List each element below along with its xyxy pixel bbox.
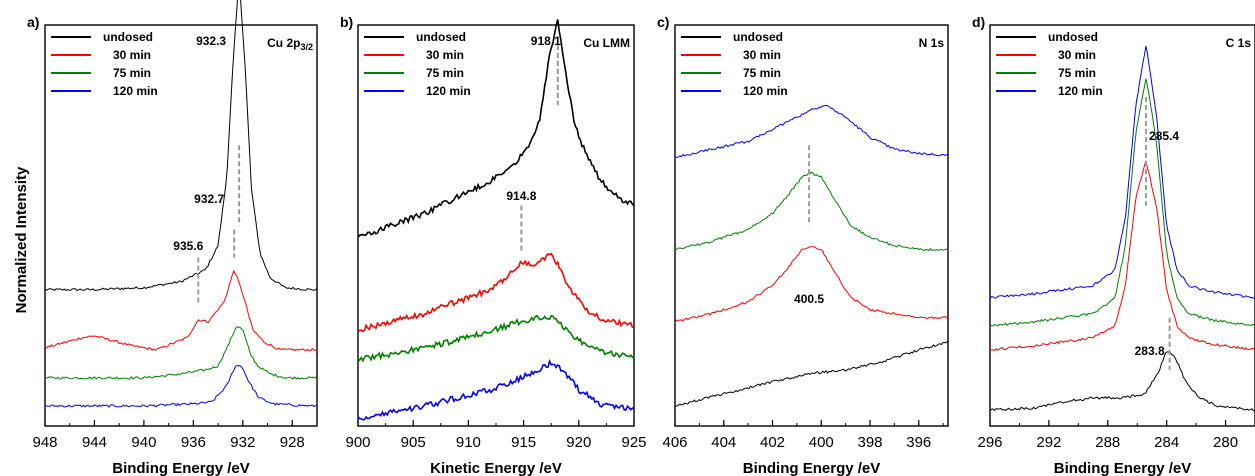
panel-4: d) 296 292 288 284 280 Binding Energy /eV C 1s 2… xyxy=(972,14,1255,476)
x-tick-label: 948 xyxy=(32,434,57,451)
peak-annotation: 914.8 xyxy=(506,189,536,203)
panel-letter: c) xyxy=(657,14,669,30)
x-axis-title: Binding Energy /eV xyxy=(743,460,881,476)
series-line-120-min xyxy=(357,358,635,421)
series-line-120-min xyxy=(44,365,318,408)
x-tick-label: 402 xyxy=(760,434,785,451)
region-label: Cu 2p3/2 xyxy=(267,36,313,52)
peak-annotation: 285.4 xyxy=(1149,129,1179,143)
legend-label: 120 min xyxy=(113,84,158,98)
legend-label: 75 min xyxy=(1058,66,1096,80)
x-tick-label: 280 xyxy=(1213,434,1238,451)
panel-2: b) 900 905 910 915 920 925 Kinetic Energy /eV Cu… xyxy=(340,14,647,476)
panel-letter: d) xyxy=(972,14,985,30)
peak-annotation: 935.6 xyxy=(173,239,203,253)
x-tick-label: 944 xyxy=(82,434,107,451)
series-line-75-min xyxy=(357,314,635,363)
plot-frame xyxy=(989,24,1255,427)
legend-label: undosed xyxy=(103,30,153,44)
x-tick-label: 936 xyxy=(181,434,206,451)
panels-group: a) 948 944 940 936 932 928 Binding Energy /eV Cu… xyxy=(27,0,1255,476)
series-line-30-min xyxy=(45,269,318,352)
legend-label: 120 min xyxy=(426,84,471,98)
legend-label: 120 min xyxy=(743,84,788,98)
x-tick-label: 925 xyxy=(621,434,646,451)
legend-label: 30 min xyxy=(743,48,781,62)
peak-annotation: 932.7 xyxy=(194,192,224,206)
series-line-75-min xyxy=(989,78,1255,327)
legend-label: 30 min xyxy=(426,48,464,62)
x-tick-label: 910 xyxy=(456,434,481,451)
x-tick-label: 396 xyxy=(906,434,931,451)
x-tick-label: 404 xyxy=(711,434,736,451)
x-axis-title: Binding Energy /eV xyxy=(112,460,250,476)
series-line-30-min xyxy=(674,246,949,323)
legend-label: 75 min xyxy=(426,66,464,80)
legend-label: 75 min xyxy=(113,66,151,80)
panel-3: c) 406 404 402 400 398 396 Binding Energy /eV N … xyxy=(657,14,949,476)
region-label: C 1s xyxy=(1226,36,1252,50)
x-tick-label: 292 xyxy=(1036,434,1061,451)
plot-frame xyxy=(44,24,318,427)
legend-label: 75 min xyxy=(743,66,781,80)
x-tick-label: 400 xyxy=(809,434,834,451)
x-tick-label: 940 xyxy=(131,434,156,451)
x-tick-label: 900 xyxy=(345,434,370,451)
y-axis-title: Normalized Intensity xyxy=(13,166,30,313)
peak-annotation: 400.5 xyxy=(794,292,824,306)
x-tick-label: 932 xyxy=(230,434,255,451)
peak-annotation: 283.8 xyxy=(1135,344,1165,358)
peak-annotation: 918.1 xyxy=(531,34,561,48)
series-line-undosed xyxy=(674,340,949,407)
series-line-undosed xyxy=(357,19,635,238)
series-line-30-min xyxy=(989,160,1255,352)
x-tick-label: 398 xyxy=(857,434,882,451)
x-tick-label: 920 xyxy=(566,434,591,451)
region-label: N 1s xyxy=(919,36,945,50)
series-line-120-min xyxy=(989,45,1255,299)
legend-label: undosed xyxy=(733,30,783,44)
series-line-30-min xyxy=(357,252,635,333)
x-axis-title: Binding Energy /eV xyxy=(1054,460,1192,476)
x-tick-label: 296 xyxy=(977,434,1002,451)
series-line-120-min xyxy=(674,104,949,159)
x-axis-title: Kinetic Energy /eV xyxy=(430,460,562,476)
series-line-undosed xyxy=(989,351,1255,412)
plot-frame xyxy=(674,24,949,427)
x-tick-label: 406 xyxy=(662,434,687,451)
legend-label: undosed xyxy=(416,30,466,44)
series-line-undosed xyxy=(44,0,318,292)
legend-label: 120 min xyxy=(1058,84,1103,98)
panel-letter: a) xyxy=(27,14,39,30)
x-tick-label: 915 xyxy=(511,434,536,451)
peak-annotation: 932.3 xyxy=(196,34,226,48)
x-tick-label: 284 xyxy=(1154,434,1179,451)
x-tick-label: 905 xyxy=(401,434,426,451)
region-label: Cu LMM xyxy=(583,36,630,50)
panel-1: a) 948 944 940 936 932 928 Binding Energy /eV Cu… xyxy=(27,0,318,476)
series-line-75-min xyxy=(44,326,318,380)
panel-letter: b) xyxy=(340,14,353,30)
x-tick-label: 928 xyxy=(280,434,305,451)
legend-label: 30 min xyxy=(1058,48,1096,62)
legend-label: 30 min xyxy=(113,48,151,62)
x-tick-label: 288 xyxy=(1095,434,1120,451)
plot-frame xyxy=(357,24,635,427)
legend-label: undosed xyxy=(1048,30,1098,44)
series-line-75-min xyxy=(674,171,949,252)
